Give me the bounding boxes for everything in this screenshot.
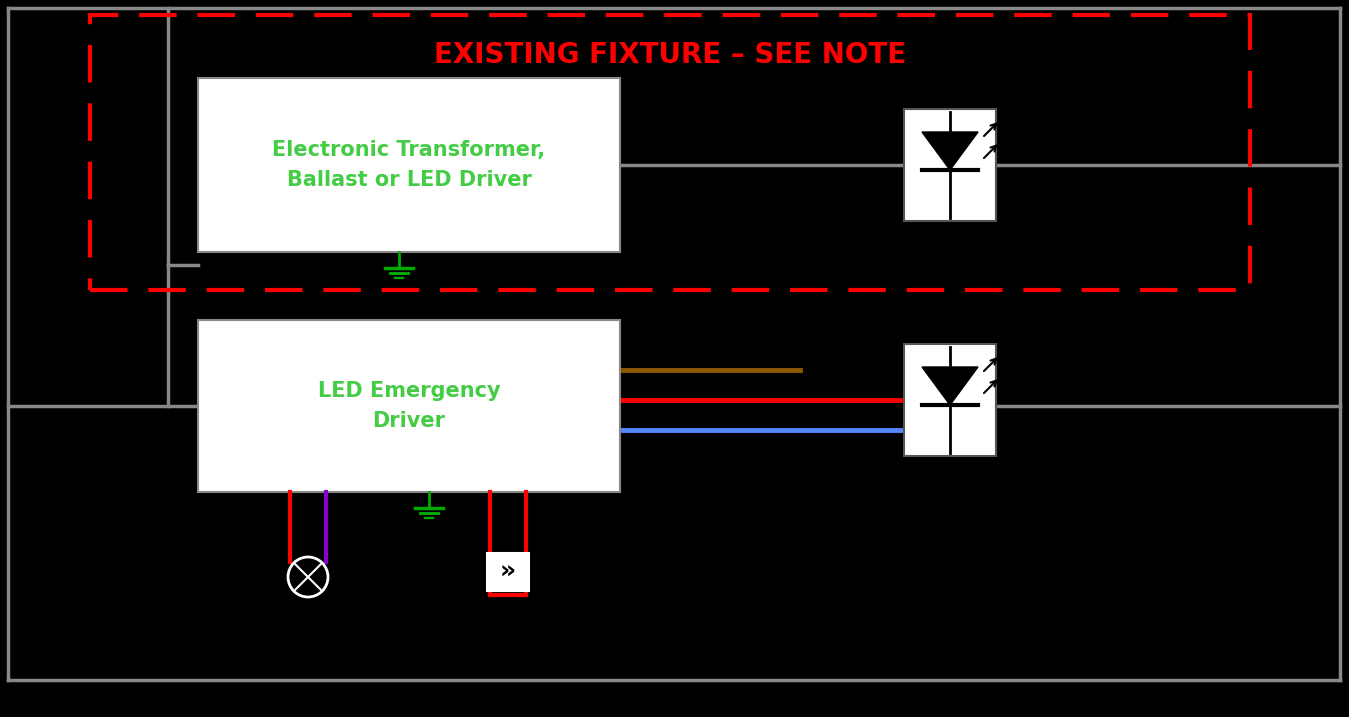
FancyBboxPatch shape xyxy=(904,109,996,221)
Text: LED Emergency
Driver: LED Emergency Driver xyxy=(317,381,500,431)
Text: »: » xyxy=(500,560,517,584)
Polygon shape xyxy=(921,367,978,405)
FancyBboxPatch shape xyxy=(198,320,621,492)
FancyBboxPatch shape xyxy=(198,78,621,252)
Text: Electronic Transformer,
Ballast or LED Driver: Electronic Transformer, Ballast or LED D… xyxy=(272,141,545,190)
FancyBboxPatch shape xyxy=(904,344,996,456)
Polygon shape xyxy=(921,132,978,170)
Text: EXISTING FIXTURE – SEE NOTE: EXISTING FIXTURE – SEE NOTE xyxy=(434,41,907,69)
FancyBboxPatch shape xyxy=(487,553,529,591)
